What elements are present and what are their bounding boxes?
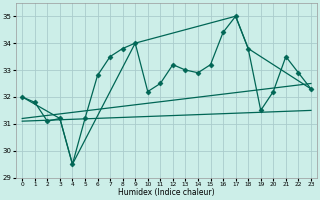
X-axis label: Humidex (Indice chaleur): Humidex (Indice chaleur) [118, 188, 215, 197]
